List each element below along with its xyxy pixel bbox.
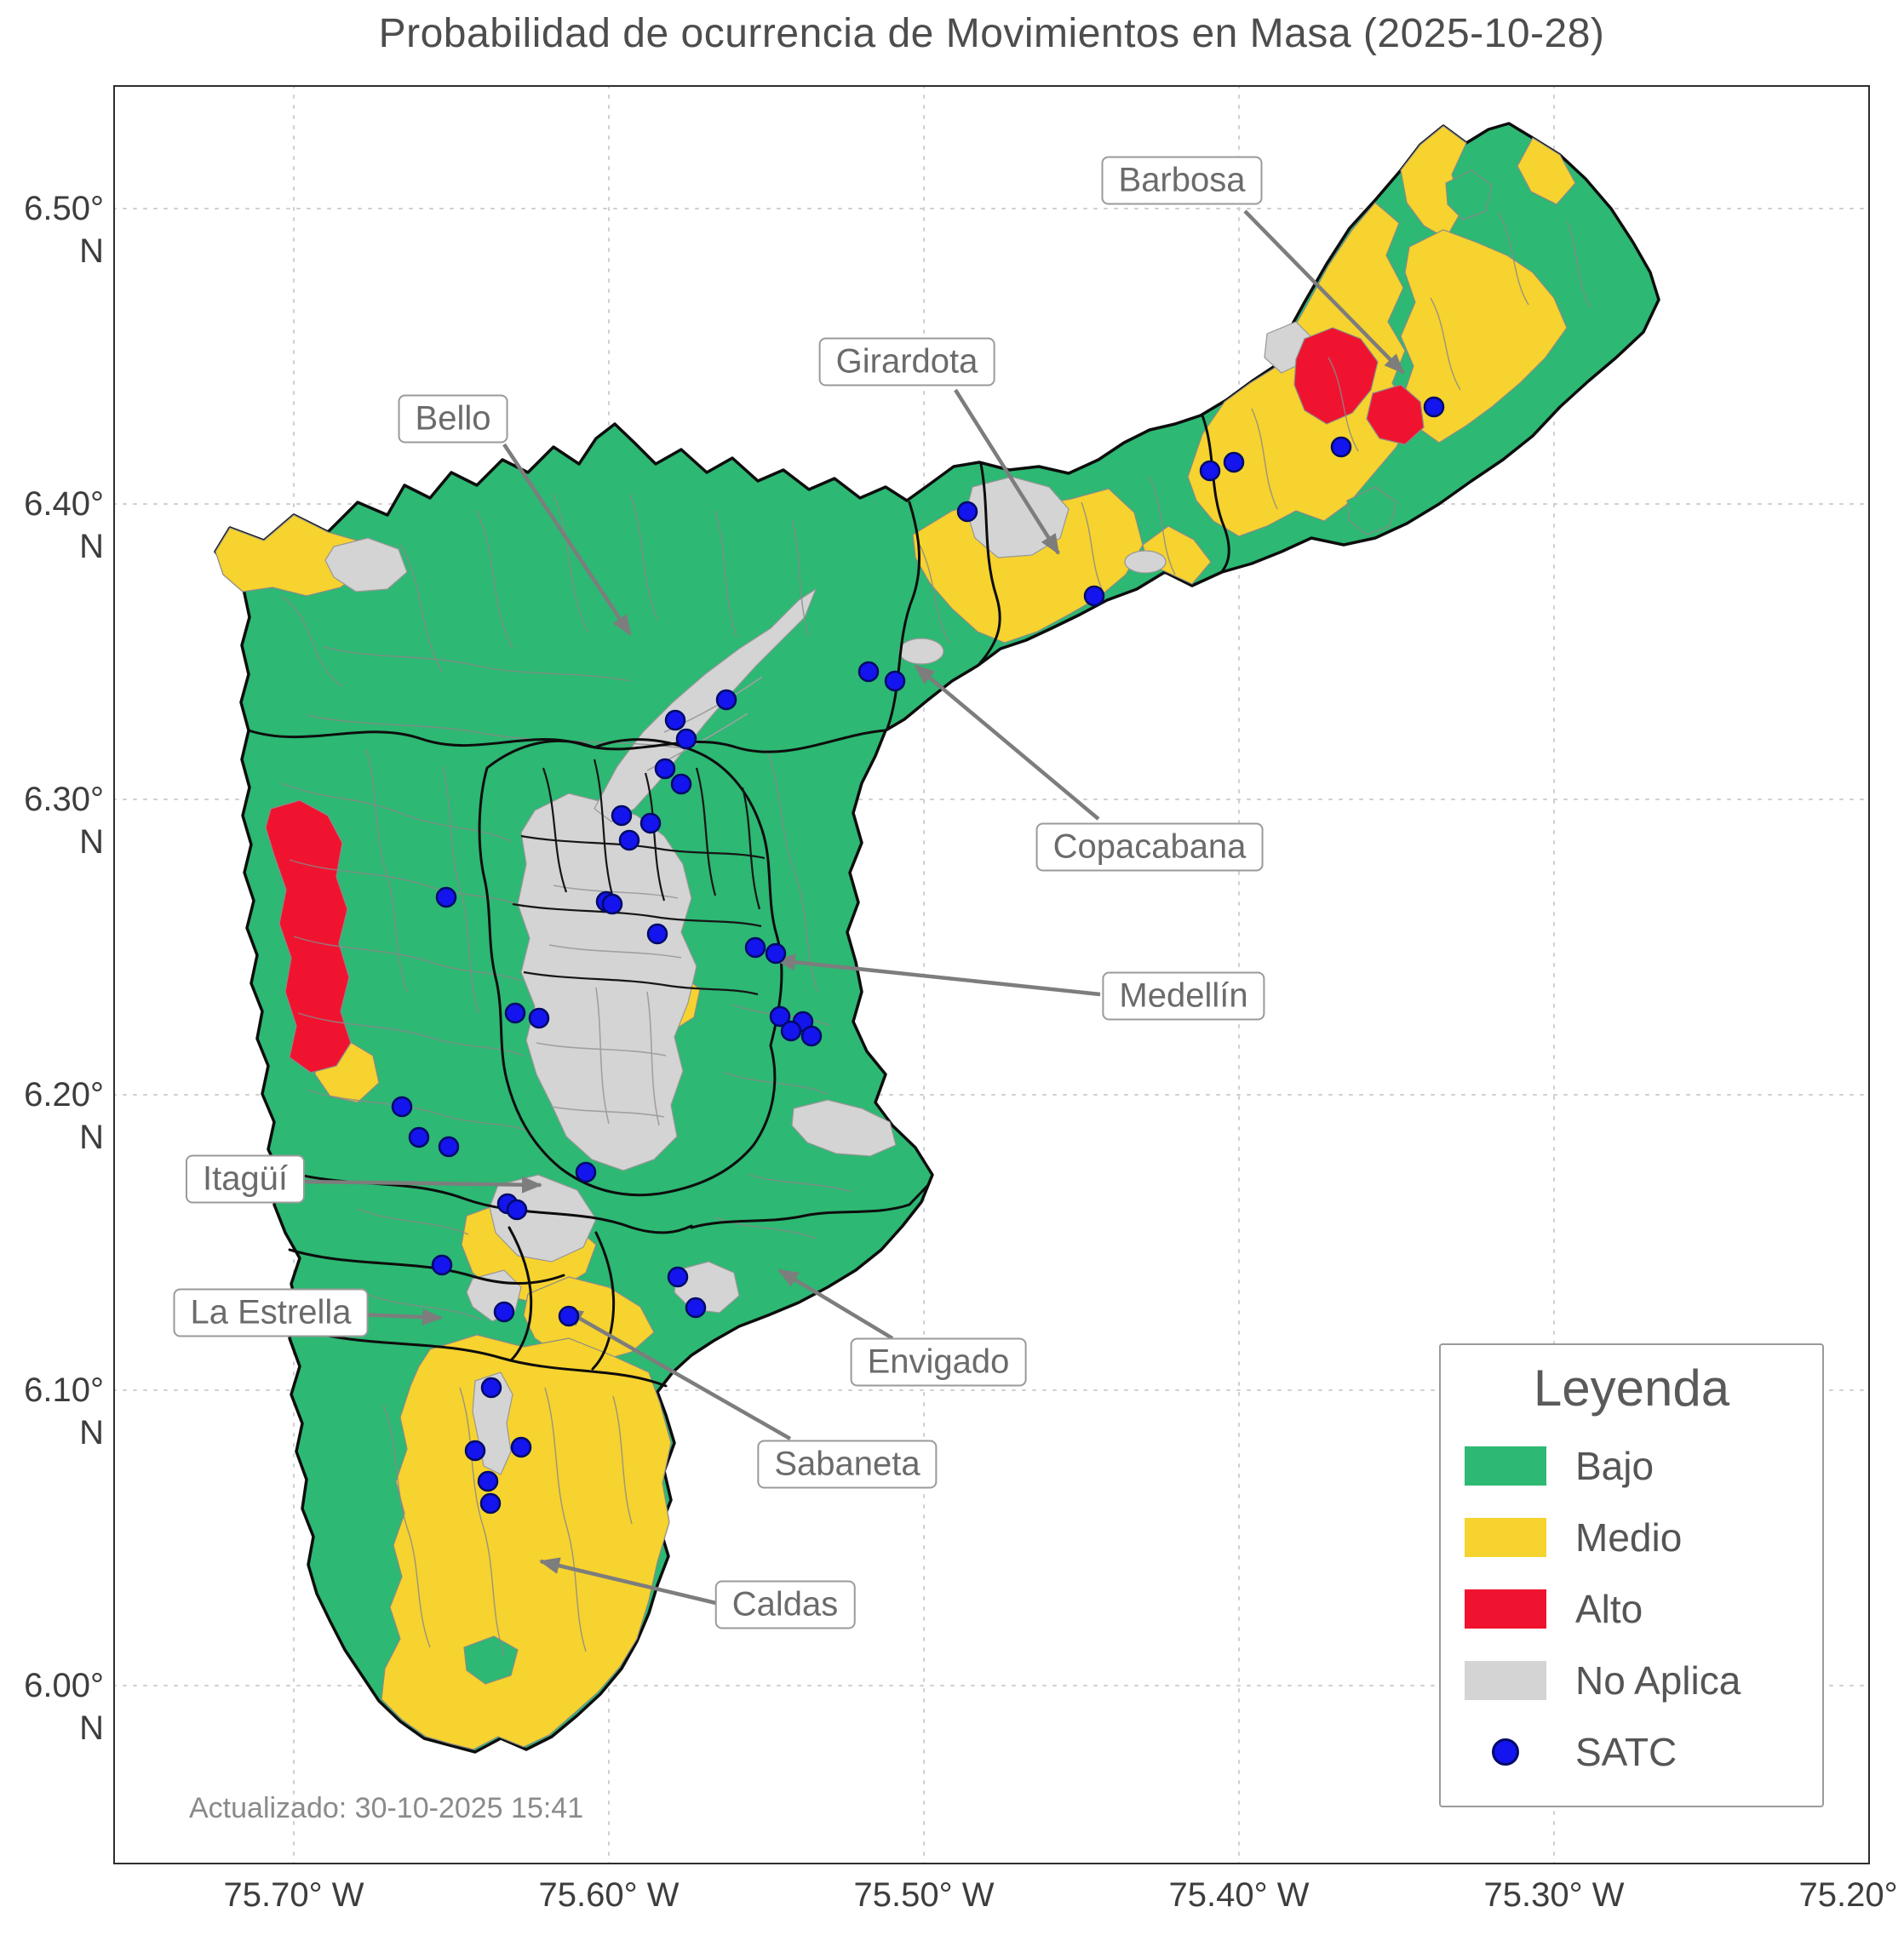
legend-item-alto: Alto (1465, 1586, 1798, 1632)
legend-title: Leyenda (1533, 1360, 1730, 1417)
city-grid (536, 676, 763, 1126)
label-bello: Bello (398, 394, 508, 444)
satc-station-marker (618, 829, 640, 851)
ytick-640: 6.40° N (24, 485, 104, 565)
annotation-arrows (304, 209, 1405, 1606)
map-svg (113, 85, 1870, 1864)
satc-station-marker (510, 1436, 532, 1458)
satc-legend-marker-icon (1492, 1738, 1519, 1766)
legend-item-bajo: Bajo (1465, 1443, 1798, 1489)
legend-label-bajo: Bajo (1575, 1444, 1655, 1488)
legend-satc-marker-wrap (1465, 1738, 1546, 1766)
satc-station-marker (800, 1025, 823, 1047)
risk-layer-no-aplica (324, 321, 1314, 1475)
legend-label-satc: SATC (1575, 1730, 1677, 1774)
ytick-650: 6.50° N (24, 190, 104, 270)
satc-station-marker (765, 942, 787, 965)
bajo-cells (463, 169, 1493, 1685)
label-caldas: Caldas (714, 1580, 856, 1629)
label-copacabana: Copacabana (1035, 822, 1264, 872)
satc-station-marker (479, 1492, 502, 1514)
legend: Leyenda Bajo Medio Alto No Aplica SATC (1439, 1343, 1824, 1807)
ytick-620: 6.20° N (24, 1076, 104, 1156)
satc-station-marker (431, 1254, 453, 1276)
satc-station-marker (1083, 585, 1105, 607)
figure-title: Probabilidad de ocurrencia de Movimiento… (378, 11, 1605, 56)
satc-station-marker (504, 1002, 526, 1024)
satc-station-marker (477, 1470, 499, 1492)
satc-station-marker (575, 1161, 597, 1183)
satc-station-marker (744, 936, 766, 959)
legend-label-alto: Alto (1575, 1587, 1643, 1631)
label-barbosa: Barbosa (1101, 156, 1263, 205)
xtick-7530: 75.30° W (1483, 1876, 1625, 1914)
satc-station-marker (769, 1005, 791, 1028)
legend-swatch-bajo (1465, 1446, 1546, 1486)
satc-station-marker (956, 501, 978, 523)
legend-item-satc: SATC (1465, 1729, 1798, 1775)
satc-station-marker (639, 812, 662, 834)
legend-label-medio: Medio (1575, 1515, 1683, 1560)
vereda-borders (280, 212, 1591, 1657)
satc-station-marker (558, 1305, 580, 1327)
legend-swatch-alto (1465, 1589, 1546, 1629)
ytick-600: 6.00° N (24, 1667, 104, 1747)
satc-station-marker (435, 886, 457, 908)
ytick-610: 6.10° N (24, 1371, 104, 1451)
label-girardota: Girardota (818, 337, 995, 386)
satc-station-marker (780, 1020, 802, 1042)
satc-station-marker (528, 1007, 550, 1029)
label-la-estrella: La Estrella (173, 1288, 369, 1337)
label-sabaneta: Sabaneta (757, 1440, 938, 1489)
satc-station-marker (670, 773, 692, 795)
satc-station-marker (391, 1096, 413, 1118)
satc-station-marker (493, 1301, 515, 1323)
xtick-7550: 75.50° W (853, 1876, 995, 1914)
updated-timestamp: Actualizado: 30-10-2025 15:41 (189, 1792, 584, 1824)
satc-station-marker (1199, 460, 1221, 482)
satc-station-marker (438, 1136, 460, 1158)
satc-station-marker (611, 804, 633, 827)
xtick-7560: 75.60° W (538, 1876, 680, 1914)
satc-station-marker (857, 661, 880, 683)
xtick-7570: 75.70° W (223, 1876, 364, 1914)
label-envigado: Envigado (850, 1337, 1027, 1387)
satc-station-marker (1330, 436, 1352, 458)
satc-station-marker (667, 1266, 689, 1288)
label-itagui: Itagüí (185, 1154, 306, 1204)
satc-station-marker (654, 758, 676, 780)
satc-station-marker (464, 1440, 486, 1462)
legend-label-no-aplica: No Aplica (1575, 1658, 1741, 1703)
satc-station-marker (646, 923, 668, 945)
satc-station-marker (506, 1199, 528, 1221)
xtick-7540: 75.40° W (1168, 1876, 1310, 1914)
satc-station-marker (884, 670, 906, 692)
legend-swatch-medio (1465, 1518, 1546, 1557)
label-medellin: Medellín (1102, 971, 1265, 1021)
satc-station-marker (685, 1297, 707, 1319)
legend-item-medio: Medio (1465, 1514, 1798, 1560)
legend-swatch-no-aplica (1465, 1661, 1546, 1700)
satc-layer (391, 396, 1445, 1514)
legend-item-no-aplica: No Aplica (1465, 1658, 1798, 1703)
satc-station-marker (715, 689, 737, 711)
satc-station-marker (480, 1377, 502, 1399)
xtick-7520: 75.20° W (1798, 1876, 1904, 1914)
satc-station-marker (408, 1126, 430, 1148)
satc-station-marker (1223, 451, 1245, 473)
ytick-630: 6.30° N (24, 781, 104, 861)
satc-station-marker (1423, 396, 1445, 418)
satc-station-marker (664, 709, 686, 731)
satc-station-marker (675, 728, 697, 750)
satc-station-marker (601, 893, 623, 915)
